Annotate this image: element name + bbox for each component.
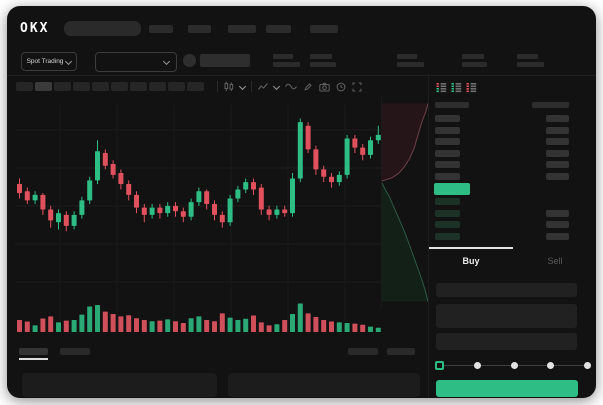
slider-stop-dot[interactable] [510, 362, 518, 369]
slider-stop-dot[interactable] [584, 362, 591, 369]
timeframe-button[interactable] [54, 82, 71, 91]
wave-icon[interactable] [285, 82, 297, 91]
divider [217, 81, 218, 92]
ticker-stat-value-placeholder [310, 62, 336, 67]
slider-stop-dot[interactable] [473, 362, 481, 369]
bottom-action-placeholder[interactable] [348, 348, 378, 355]
order-price-field[interactable] [436, 283, 577, 297]
nav-item-placeholder[interactable] [266, 25, 291, 33]
chevron-down-icon [65, 57, 73, 66]
ticker-stat-label-placeholder [273, 54, 293, 59]
bid-amount-placeholder [546, 221, 569, 228]
pair-selector-dropdown[interactable] [95, 52, 177, 72]
ask-price-placeholder[interactable] [435, 115, 460, 122]
orderbook-combined-view-icon[interactable] [436, 82, 447, 93]
timeframe-button[interactable] [149, 82, 166, 91]
buy-button[interactable] [436, 380, 578, 397]
coin-icon [183, 54, 196, 67]
nav-item-placeholder[interactable] [188, 25, 211, 33]
orderbook-asks-view-icon[interactable] [466, 82, 477, 93]
last-price-badge[interactable] [434, 183, 470, 195]
chevron-down-icon[interactable] [272, 82, 281, 91]
slider-stop-dot[interactable] [547, 362, 555, 369]
amount-slider[interactable] [435, 361, 591, 371]
market-type-label: Spot Trading [26, 58, 64, 65]
ticker-stat-value-placeholder [273, 62, 300, 67]
depth-chart [381, 95, 428, 307]
camera-icon[interactable] [319, 82, 330, 92]
ticker-stat-value-placeholder [517, 62, 544, 67]
orderbook-amount-header-placeholder [532, 102, 569, 108]
timeframe-button[interactable] [35, 82, 52, 91]
timeframe-button[interactable] [16, 82, 33, 91]
ticker-stat-value-placeholder [397, 62, 424, 67]
ask-amount-placeholder [546, 138, 569, 145]
bottom-panel-right [228, 373, 420, 397]
timeframe-row [16, 82, 204, 91]
bid-price-placeholder[interactable] [435, 233, 460, 240]
bid-price-placeholder[interactable] [435, 210, 460, 217]
bottom-tab-active-underline [19, 358, 48, 360]
timeframe-button[interactable] [168, 82, 185, 91]
order-total-field[interactable] [436, 333, 577, 350]
ask-price-placeholder[interactable] [435, 161, 460, 168]
okx-logo: OKX [20, 21, 50, 36]
bid-amount-placeholder [546, 210, 569, 217]
chevron-down-icon[interactable] [238, 82, 247, 91]
ticker-stat-label-placeholder [397, 54, 417, 59]
pencil-icon[interactable] [303, 82, 313, 92]
ask-price-placeholder[interactable] [435, 127, 460, 134]
chevron-down-icon [162, 57, 171, 66]
timeframe-button[interactable] [92, 82, 109, 91]
timeframe-button[interactable] [111, 82, 128, 91]
fullscreen-icon[interactable] [352, 82, 362, 92]
ask-price-placeholder[interactable] [435, 173, 460, 180]
tab-sell[interactable]: Sell [547, 256, 563, 266]
ticker-stat-label-placeholder [310, 54, 332, 59]
tab-buy[interactable]: Buy [429, 247, 513, 273]
pair-name-placeholder [200, 54, 250, 67]
ask-price-placeholder[interactable] [435, 138, 460, 145]
ask-amount-placeholder [546, 127, 569, 134]
timeframe-button[interactable] [130, 82, 147, 91]
nav-item-placeholder[interactable] [149, 25, 173, 33]
orderbook-price-header-placeholder [435, 102, 469, 108]
ask-amount-placeholder [546, 150, 569, 157]
search-input[interactable] [64, 21, 141, 36]
timeframe-button[interactable] [73, 82, 90, 91]
ticker-stat-label-placeholder [517, 54, 538, 59]
bid-price-placeholder[interactable] [435, 198, 460, 205]
orderbook-bids-view-icon[interactable] [451, 82, 462, 93]
nav-item-placeholder[interactable] [228, 25, 256, 33]
bottom-panel-left [22, 373, 217, 397]
candle-type-icon[interactable] [224, 81, 234, 92]
timeframe-button[interactable] [187, 82, 204, 91]
app-window: OKX Spot Trading [7, 6, 596, 398]
candlestick-chart[interactable] [15, 100, 381, 338]
trade-tabs: Buy Sell [429, 247, 596, 273]
header-divider [7, 75, 596, 76]
history-icon[interactable] [336, 82, 346, 92]
ask-amount-placeholder [546, 115, 569, 122]
ask-price-placeholder[interactable] [435, 150, 460, 157]
bid-price-placeholder[interactable] [435, 221, 460, 228]
market-type-selector[interactable]: Spot Trading [21, 52, 77, 71]
bottom-tab-placeholder-active[interactable] [19, 348, 48, 355]
ask-amount-placeholder [546, 161, 569, 168]
indicators-icon[interactable] [258, 82, 268, 91]
bottom-tab-placeholder[interactable] [60, 348, 90, 355]
ask-amount-placeholder [546, 173, 569, 180]
orderbook-view-toggle [436, 82, 477, 93]
slider-handle[interactable] [435, 361, 444, 370]
orderbook-panel: Buy Sell [428, 74, 596, 398]
ticker-stat-value-placeholder [462, 62, 487, 67]
bottom-action-placeholder[interactable] [387, 348, 415, 355]
bid-amount-placeholder [546, 233, 569, 240]
divider [251, 81, 252, 92]
chart-tools [217, 80, 362, 93]
nav-item-placeholder[interactable] [310, 25, 338, 33]
order-amount-field[interactable] [436, 304, 577, 328]
ticker-stat-label-placeholder [462, 54, 484, 59]
